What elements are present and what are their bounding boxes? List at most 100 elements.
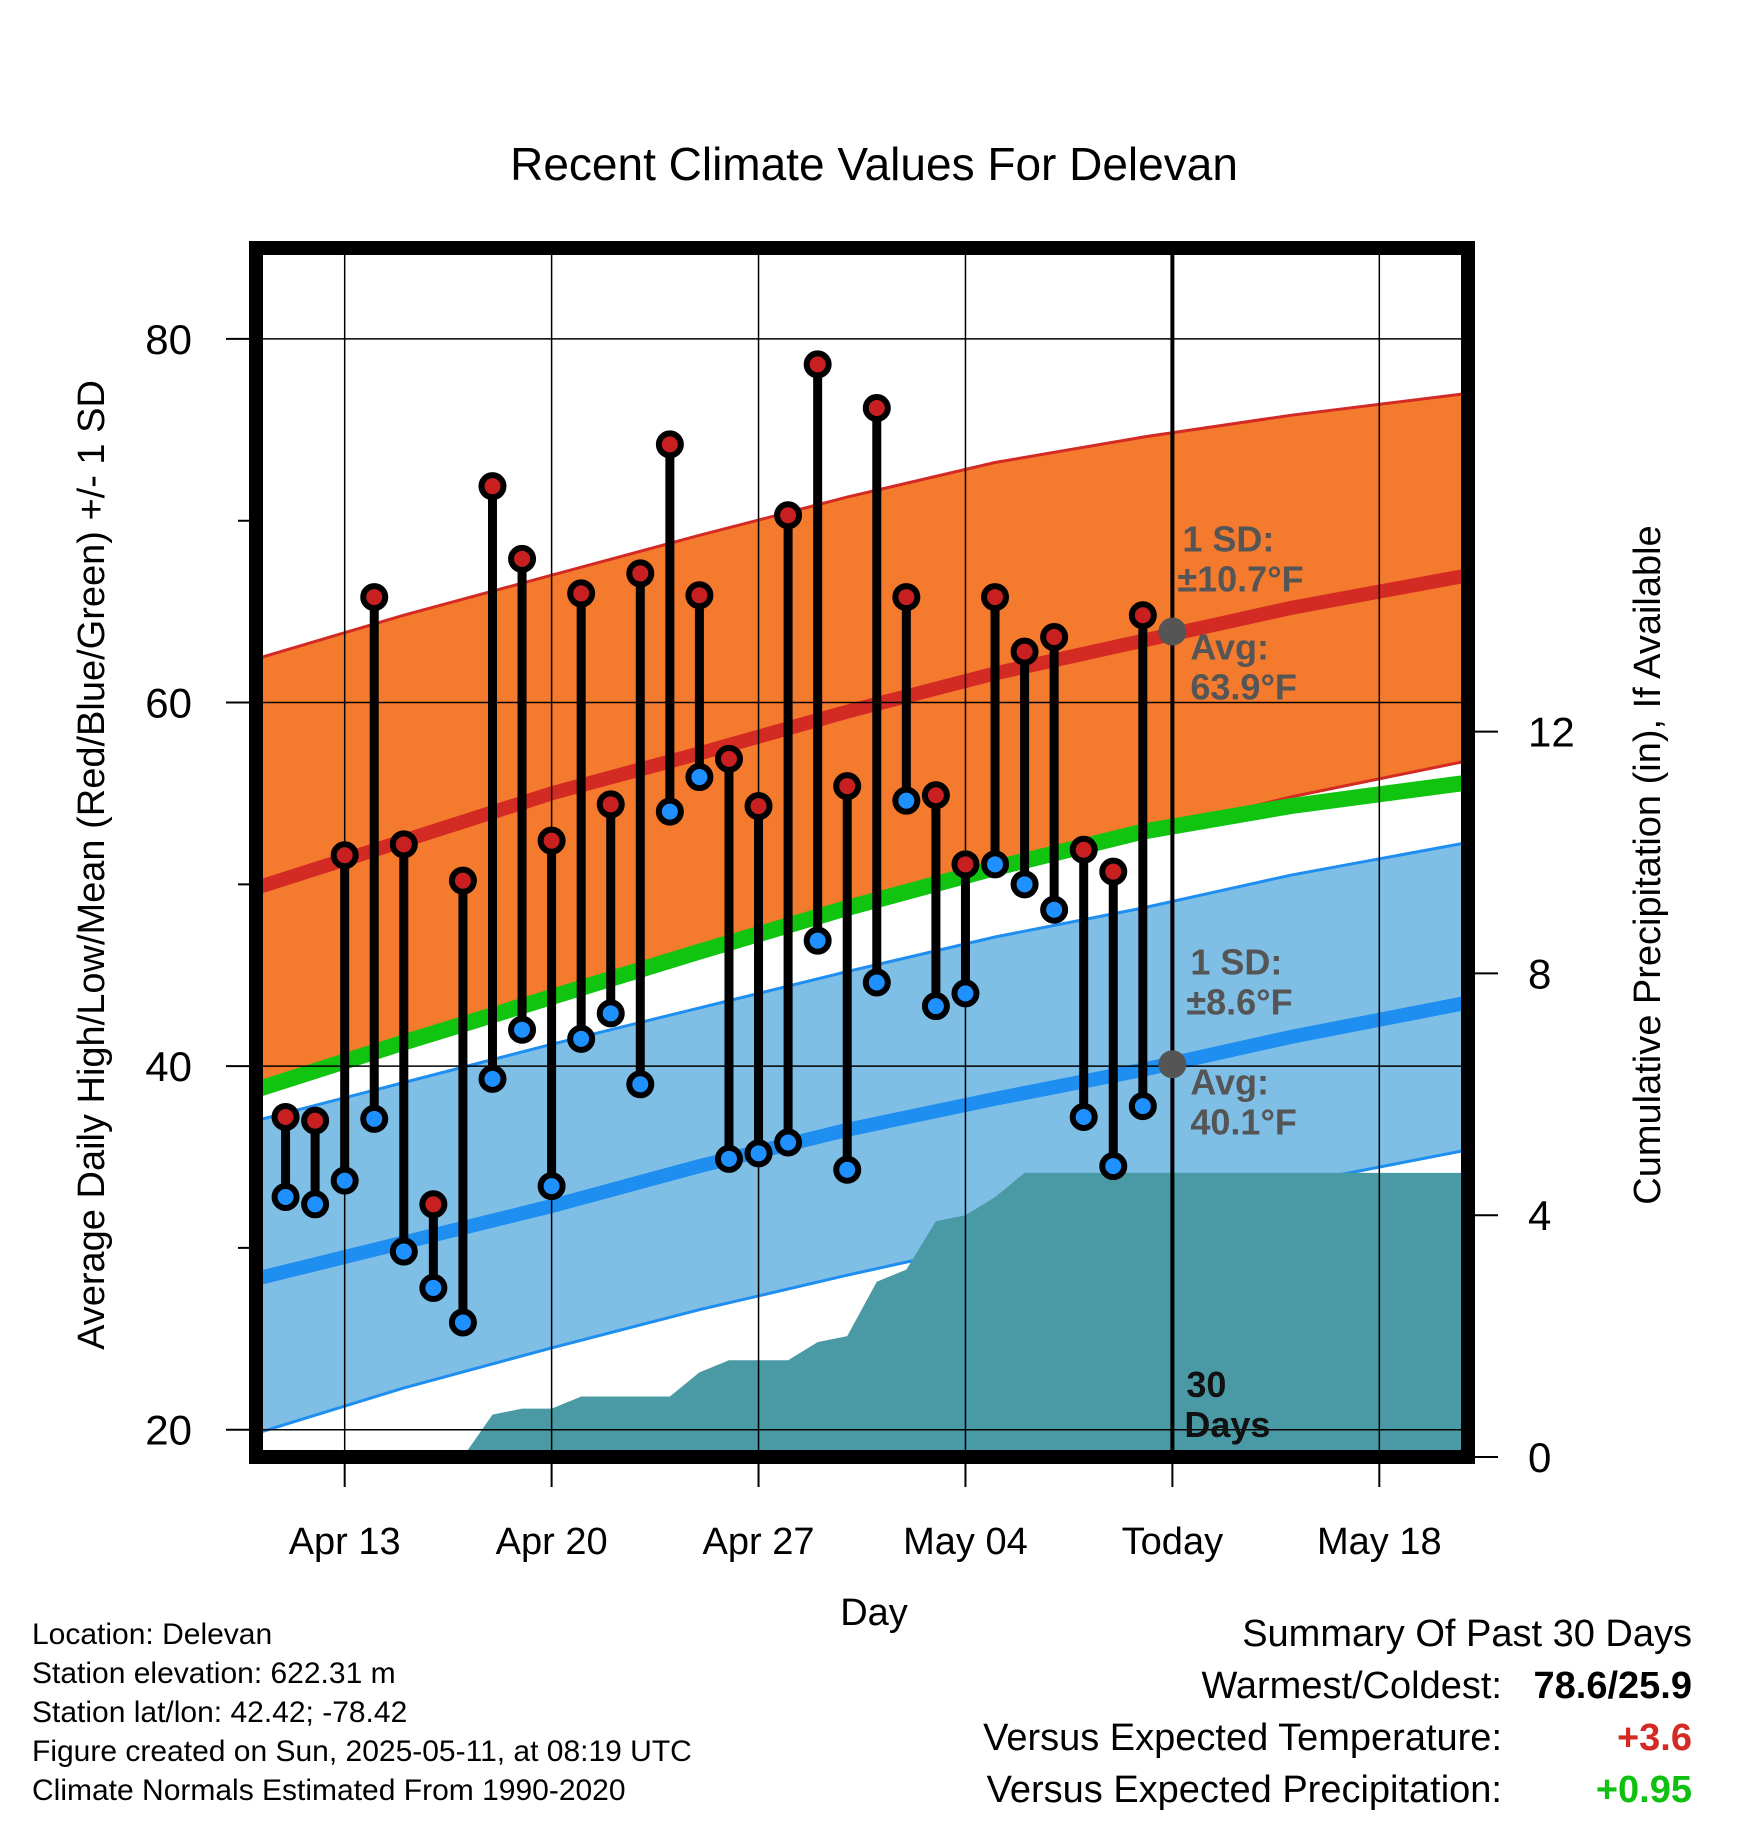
temp-label: Versus Expected Temperature:: [983, 1717, 1502, 1759]
low-point: [1010, 870, 1039, 899]
low-sd-value: ±8.6°F: [1186, 981, 1292, 1022]
high-point: [1010, 637, 1039, 666]
elevation-text: Station elevation: 622.31 m: [32, 1657, 396, 1690]
high-point: [360, 583, 389, 612]
y-tick-label: 60: [145, 680, 192, 727]
low-point: [360, 1104, 389, 1133]
high-point: [626, 559, 655, 588]
low-point: [1128, 1092, 1157, 1121]
station-info: Location: Delevan Station elevation: 622…: [32, 1615, 692, 1810]
location-text: Location: Delevan: [32, 1618, 273, 1651]
high-point: [892, 583, 921, 612]
y-axis-label: Average Daily High/Low/Mean (Red/Blue/Gr…: [71, 380, 113, 1350]
low-point: [389, 1237, 418, 1266]
warmest-value: 78.6/25.9: [1533, 1665, 1692, 1707]
x-tick-label: Apr 27: [703, 1521, 815, 1563]
low-point: [596, 999, 625, 1028]
y2-axis-label: Cumulative Precipitation (in), If Availa…: [1627, 525, 1669, 1204]
x-axis-label: Day: [840, 1592, 908, 1634]
high-point: [448, 866, 477, 895]
high-point: [1128, 601, 1157, 630]
summary-warmest-row: Warmest/Coldest: 78.6/25.9: [983, 1660, 1692, 1712]
low-point: [862, 968, 891, 997]
y2-tick-label: 8: [1528, 950, 1551, 997]
today-low-avg-marker: [1158, 1050, 1187, 1079]
high-point: [537, 826, 566, 855]
high-sd-value: ±10.7°F: [1177, 559, 1303, 600]
low-point: [685, 763, 714, 792]
y2-tick-label: 12: [1528, 709, 1575, 756]
y2-tick-label: 0: [1528, 1434, 1551, 1481]
window-label-number: 30: [1186, 1364, 1226, 1405]
high-point: [685, 581, 714, 610]
low-point: [892, 786, 921, 815]
today-high-avg-marker: [1158, 617, 1187, 646]
low-point: [921, 992, 950, 1021]
x-tick-label: May 04: [903, 1521, 1028, 1563]
high-normal-line: [256, 568, 1468, 895]
high-avg-value: 63.9°F: [1190, 667, 1296, 708]
high-point: [419, 1190, 448, 1219]
low-sd-band-fill: [256, 842, 1468, 1434]
low-point: [655, 797, 684, 826]
high-point: [921, 781, 950, 810]
low-avg-label: Avg:: [1190, 1061, 1269, 1102]
low-point: [478, 1064, 507, 1093]
low-point: [567, 1024, 596, 1053]
summary-temp-row: Versus Expected Temperature: +3.6: [983, 1712, 1692, 1764]
high-sd-band-fill: [256, 393, 1468, 1085]
high-point: [596, 790, 625, 819]
high-point: [1040, 623, 1069, 652]
temp-value: +3.6: [1616, 1717, 1692, 1759]
low-point: [774, 1128, 803, 1157]
high-point: [271, 1103, 300, 1132]
low-point: [508, 1015, 537, 1044]
high-point: [1069, 835, 1098, 864]
y2-tick-label: 4: [1528, 1192, 1551, 1239]
low-point: [1040, 895, 1069, 924]
high-point: [981, 583, 1010, 612]
created-text: Figure created on Sun, 2025-05-11, at 08…: [32, 1735, 692, 1768]
warmest-label: Warmest/Coldest:: [1201, 1665, 1502, 1707]
low-avg-value: 40.1°F: [1190, 1101, 1296, 1142]
y-tick-label: 80: [145, 316, 192, 363]
low-point: [448, 1308, 477, 1337]
high-point: [833, 772, 862, 801]
precip-label: Versus Expected Precipitation:: [986, 1769, 1502, 1811]
low-point: [301, 1190, 330, 1219]
plot-area: [256, 248, 1468, 1457]
low-point: [981, 850, 1010, 879]
window-label-days: Days: [1184, 1404, 1270, 1445]
low-point: [537, 1172, 566, 1201]
high-point: [803, 350, 832, 379]
low-point: [951, 979, 980, 1008]
summary-panel: Summary Of Past 30 Days Warmest/Coldest:…: [983, 1608, 1692, 1816]
low-point: [330, 1166, 359, 1195]
plot-frame: [249, 241, 1475, 1464]
x-tick-label: Apr 13: [289, 1521, 401, 1563]
high-point: [1099, 857, 1128, 886]
low-point: [833, 1155, 862, 1184]
chart-title: Recent Climate Values For Delevan: [510, 138, 1238, 190]
low-point: [803, 926, 832, 955]
low-point: [1069, 1103, 1098, 1132]
precip-value: +0.95: [1595, 1769, 1692, 1811]
high-point: [508, 544, 537, 573]
latlon-text: Station lat/lon: 42.42; -78.42: [32, 1696, 408, 1729]
low-point: [419, 1273, 448, 1302]
high-sd-label: 1 SD:: [1182, 519, 1274, 560]
low-sd-label: 1 SD:: [1190, 941, 1282, 982]
summary-title: Summary Of Past 30 Days: [1242, 1613, 1692, 1655]
high-point: [567, 579, 596, 608]
y-tick-label: 20: [145, 1407, 192, 1454]
x-tick-label: Today: [1122, 1521, 1223, 1563]
low-point: [1099, 1152, 1128, 1181]
high-point: [774, 501, 803, 530]
x-tick-label: May 18: [1317, 1521, 1442, 1563]
high-sd-band-upper-edge: [256, 391, 1468, 661]
high-point: [389, 830, 418, 859]
summary-precip-row: Versus Expected Precipitation: +0.95: [983, 1764, 1692, 1816]
high-point: [862, 393, 891, 422]
normals-text: Climate Normals Estimated From 1990-2020: [32, 1774, 626, 1807]
